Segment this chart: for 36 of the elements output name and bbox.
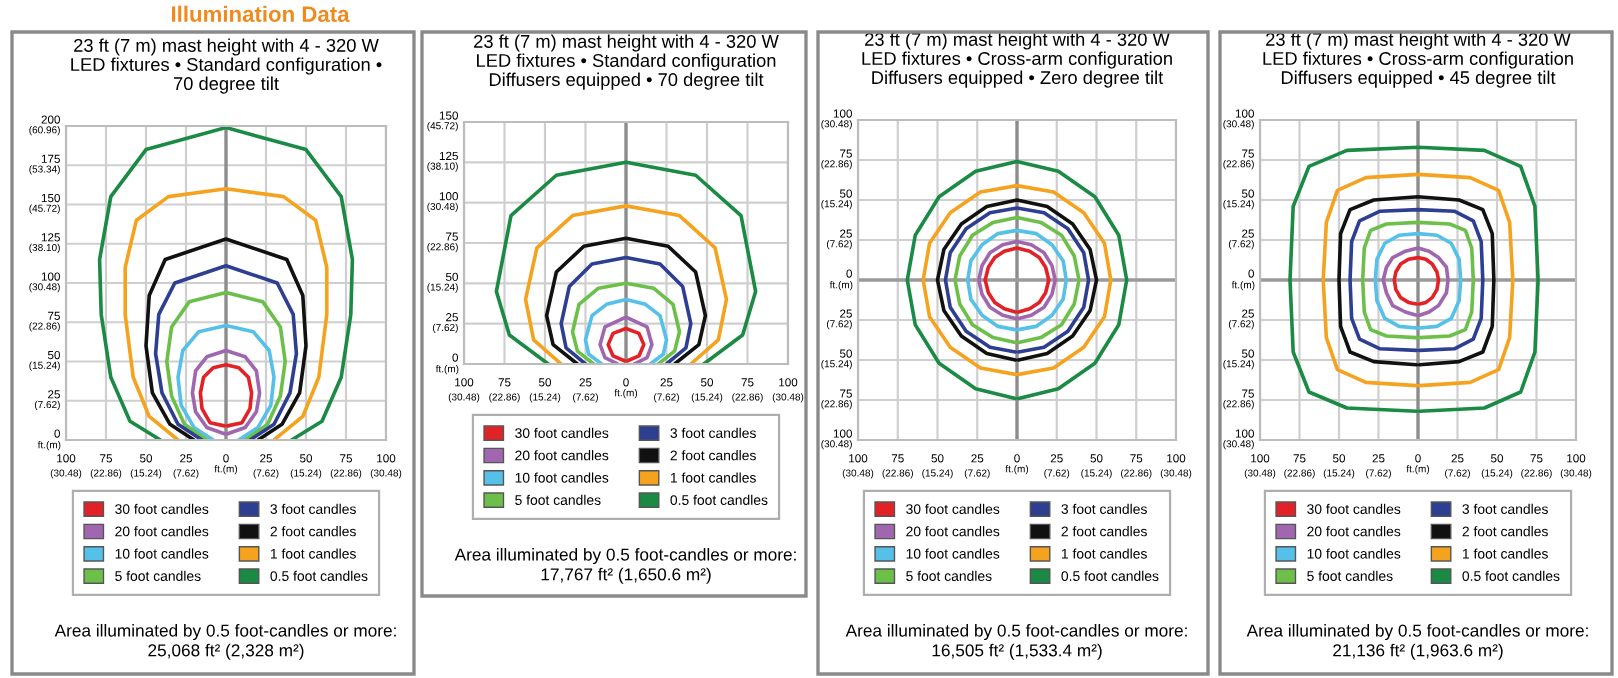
line-series <box>544 236 708 364</box>
line-series <box>559 255 693 364</box>
line-series <box>123 186 329 440</box>
chart-title: 23 ft (7 m) mast height with 4 - 320 W LED fixtures • Cross-arm configuration Diffusers equipped • 45 degree tilt <box>1263 32 1573 88</box>
line-series <box>1288 145 1540 414</box>
line-series <box>523 204 729 364</box>
line-series <box>570 281 682 364</box>
line-series <box>598 315 654 364</box>
line-series <box>1373 231 1463 330</box>
line-series <box>153 263 299 440</box>
line-series <box>494 160 758 364</box>
line-series <box>921 183 1113 377</box>
line-series <box>144 237 308 440</box>
line-series <box>1321 172 1515 388</box>
text: Area illuminated by 0.5 foot-candles or more: 16,505 ft² (1,533.4 m²) <box>845 624 1187 660</box>
chart-title: 23 ft (7 m) mast height with 4 - 320 W LED fixtures • Standard configuration • 70 degree tilt <box>71 38 382 94</box>
line-series <box>1381 246 1450 318</box>
line-series <box>1360 220 1476 340</box>
line-series <box>606 326 646 363</box>
line-series <box>198 362 254 428</box>
text: Illumination Data <box>171 5 350 22</box>
text: Area illuminated by 0.5 foot-candles or more: 21,136 ft² (1,963.6 m²) <box>1246 624 1588 660</box>
line-series <box>583 297 669 364</box>
text: Area illuminated by 0.5 foot-candles or more: 17,767 ft² (1,650.6 m²) <box>454 548 796 584</box>
line-series <box>1337 194 1496 367</box>
line-series <box>190 348 262 436</box>
line-series <box>176 323 276 440</box>
line-series <box>1392 255 1441 306</box>
line-series <box>164 290 288 440</box>
line-series <box>1348 207 1485 353</box>
chart-title: 23 ft (7 m) mast height with 4 - 320 W LED fixtures • Standard configuration Diffusers equipped • 70 degree tilt <box>474 34 779 90</box>
chart-title: 23 ft (7 m) mast height with 4 - 320 W LED fixtures • Cross-arm configuration Diffusers equipped • Zero degree tilt <box>862 32 1172 88</box>
line-series <box>905 159 1129 401</box>
text: Area illuminated by 0.5 foot-candles or more: 25,068 ft² (2,328 m²) <box>54 624 396 660</box>
line-series <box>965 228 1069 332</box>
line-series <box>97 126 355 440</box>
